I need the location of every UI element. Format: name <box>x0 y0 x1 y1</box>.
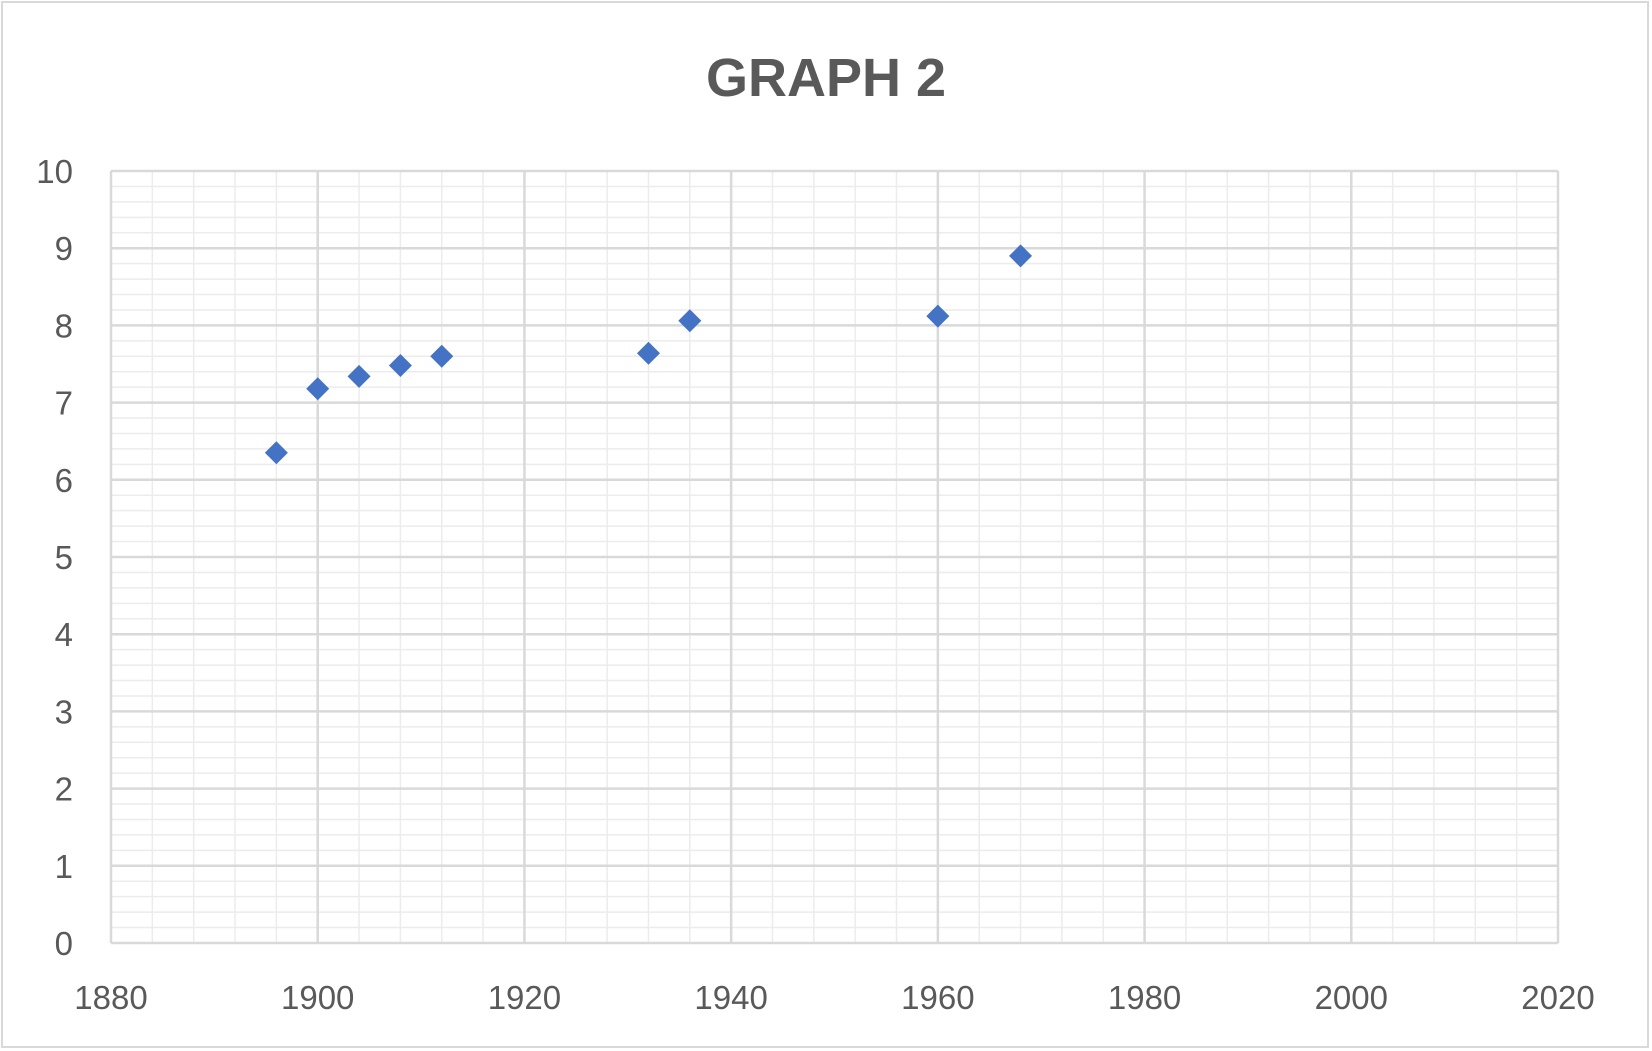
y-tick-label: 1 <box>55 848 73 885</box>
data-point-marker <box>347 364 371 388</box>
y-tick-label: 10 <box>36 153 73 190</box>
y-tick-label: 0 <box>55 925 73 962</box>
y-tick-label: 4 <box>55 616 73 653</box>
data-point-marker <box>636 341 660 365</box>
y-tick-label: 9 <box>55 230 73 267</box>
y-tick-label: 6 <box>55 462 73 499</box>
x-tick-label: 1880 <box>74 979 147 1016</box>
x-tick-label: 1920 <box>488 979 561 1016</box>
y-tick-label: 5 <box>55 539 73 576</box>
data-point-marker <box>1009 244 1033 268</box>
data-point-marker <box>388 354 412 378</box>
x-tick-label: 1980 <box>1108 979 1181 1016</box>
x-tick-label: 2020 <box>1521 979 1594 1016</box>
data-point-marker <box>926 304 950 328</box>
data-point-marker <box>430 344 454 368</box>
x-tick-label: 2000 <box>1315 979 1388 1016</box>
x-tick-label: 1940 <box>694 979 767 1016</box>
chart-title: GRAPH 2 <box>706 48 946 108</box>
data-point-marker <box>264 441 288 465</box>
y-tick-label: 2 <box>55 771 73 808</box>
major-gridlines <box>109 169 1560 945</box>
data-points <box>264 244 1033 465</box>
y-tick-label: 7 <box>55 385 73 422</box>
y-tick-label: 8 <box>55 307 73 344</box>
x-axis-tick-labels: 1880 1900 1920 1940 1960 1980 2000 2020 <box>74 979 1594 1016</box>
y-tick-label: 3 <box>55 693 73 730</box>
data-point-marker <box>306 377 330 401</box>
x-tick-label: 1900 <box>281 979 354 1016</box>
y-axis-tick-labels: 0 1 2 3 4 5 6 7 8 9 10 <box>36 153 73 962</box>
x-tick-label: 1960 <box>901 979 974 1016</box>
data-point-marker <box>678 309 702 333</box>
